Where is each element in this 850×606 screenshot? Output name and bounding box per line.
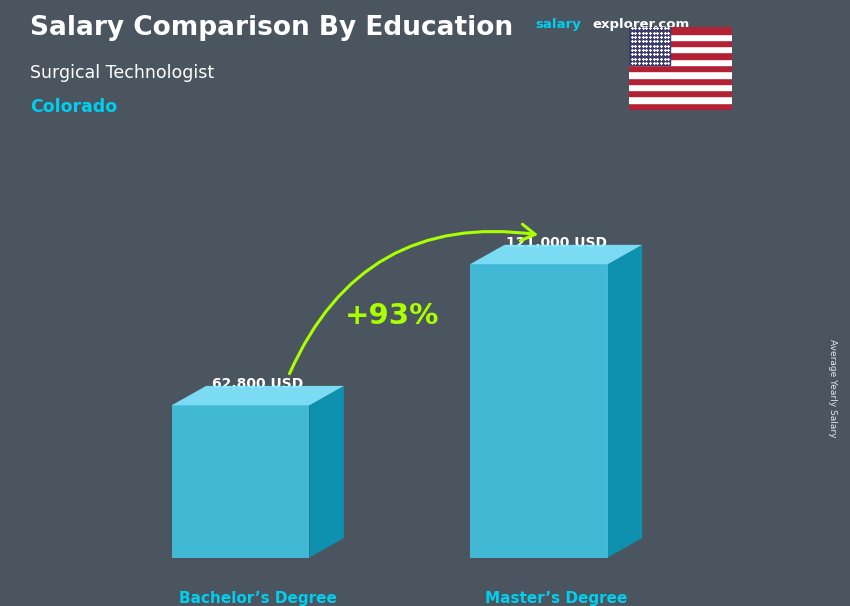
Polygon shape [608, 245, 643, 558]
Polygon shape [172, 386, 343, 405]
Text: Bachelor’s Degree: Bachelor’s Degree [178, 591, 337, 606]
Bar [172, 405, 309, 558]
Text: Surgical Technologist: Surgical Technologist [30, 64, 214, 82]
Text: salary: salary [536, 18, 581, 31]
Text: 62,800 USD: 62,800 USD [212, 377, 303, 391]
Text: +93%: +93% [344, 302, 439, 330]
Text: Average Yearly Salary: Average Yearly Salary [828, 339, 837, 437]
Text: explorer.com: explorer.com [592, 18, 689, 31]
Text: 121,000 USD: 121,000 USD [506, 236, 607, 250]
Bar [470, 264, 608, 558]
Bar [0, 0, 200, 606]
Polygon shape [470, 245, 643, 264]
Text: Salary Comparison By Education: Salary Comparison By Education [30, 15, 513, 41]
Polygon shape [309, 386, 343, 558]
Bar [200, 0, 600, 406]
Text: Master’s Degree: Master’s Degree [484, 591, 627, 606]
Bar [650, 0, 850, 606]
Text: Colorado: Colorado [30, 98, 116, 116]
FancyArrowPatch shape [290, 224, 536, 374]
